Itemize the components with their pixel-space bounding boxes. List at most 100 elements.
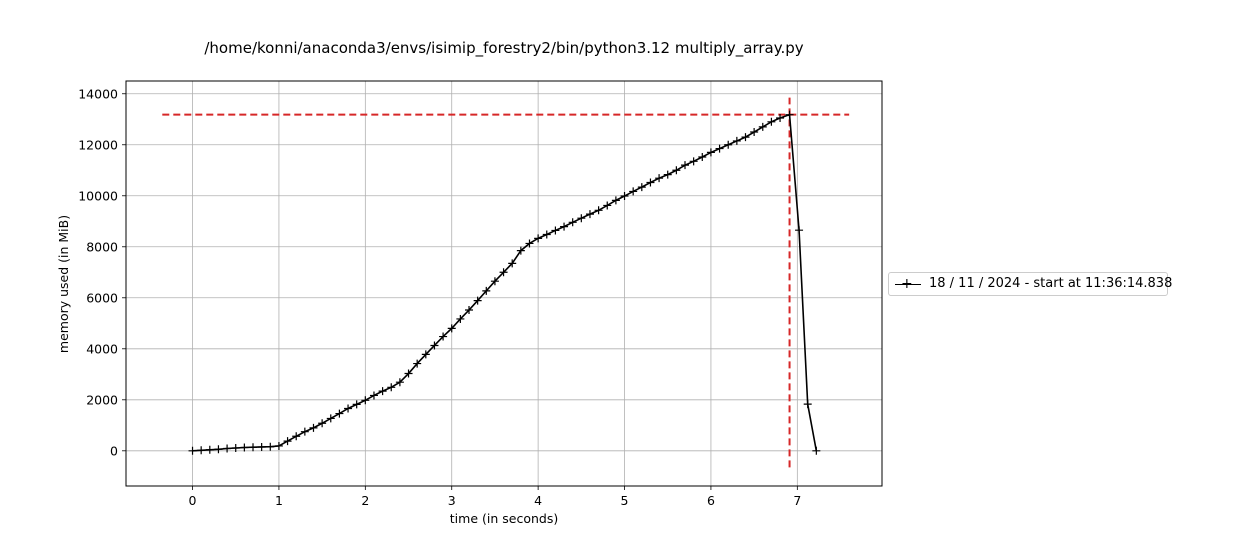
data-point-marker: [465, 306, 474, 315]
data-point-marker: [724, 140, 733, 149]
data-point-marker: [655, 174, 664, 183]
data-point-marker: [767, 117, 776, 126]
data-point-marker: [430, 341, 439, 350]
x-tick-label: 7: [793, 493, 801, 508]
x-tick-label: 0: [189, 493, 197, 508]
x-tick-label: 5: [621, 493, 629, 508]
data-point-marker: [249, 443, 258, 452]
y-tick-label: 0: [110, 443, 118, 458]
data-point-marker: [646, 178, 655, 187]
legend-line-swatch: [895, 284, 921, 285]
data-point-marker: [795, 226, 804, 235]
data-point-marker: [197, 446, 206, 455]
data-point-marker: [611, 196, 620, 205]
y-tick-label: 12000: [78, 137, 118, 152]
data-point-marker: [395, 378, 404, 387]
data-point-marker: [681, 161, 690, 170]
chart-title: /home/konni/anaconda3/envs/isimip_forest…: [204, 39, 804, 57]
data-point-marker: [413, 359, 422, 368]
data-point-marker: [508, 259, 517, 268]
data-point-marker: [689, 157, 698, 166]
data-point-marker: [698, 153, 707, 162]
y-tick-label: 2000: [86, 392, 118, 407]
data-point-marker: [378, 387, 387, 396]
x-ticks: 0 1 2 3 4 5 6 7: [189, 486, 801, 508]
legend-plus-marker: +: [901, 276, 913, 292]
data-point-marker: [361, 396, 370, 405]
y-tick-label: 4000: [86, 341, 118, 356]
x-tick-label: 4: [534, 493, 542, 508]
data-point-marker: [300, 427, 309, 436]
data-point-marker: [318, 419, 327, 428]
y-ticks: 0 2000 4000 6000 8000 10000 12000 14000: [78, 86, 126, 458]
data-point-marker: [803, 400, 812, 409]
data-point-marker: [231, 443, 240, 452]
legend: + 18 / 11 / 2024 - start at 11:36:14.838: [888, 272, 1172, 296]
legend-label: 18 / 11 / 2024 - start at 11:36:14.838: [929, 276, 1173, 291]
data-point-marker: [499, 268, 508, 277]
x-tick-label: 2: [361, 493, 369, 508]
data-point-marker: [776, 113, 785, 122]
data-point-marker: [344, 404, 353, 413]
data-point-marker: [715, 144, 724, 153]
data-point-marker: [257, 442, 266, 451]
x-tick-label: 1: [275, 493, 283, 508]
data-point-marker: [188, 446, 197, 455]
data-point-marker: [456, 314, 465, 323]
data-point-marker: [283, 437, 292, 446]
data-point-marker: [205, 445, 214, 454]
data-point-marker: [473, 296, 482, 305]
data-point-marker: [620, 192, 629, 201]
data-point-marker: [594, 206, 603, 215]
x-tick-label: 3: [448, 493, 456, 508]
data-point-marker: [637, 183, 646, 192]
data-point-marker: [326, 414, 335, 423]
data-point-marker: [603, 201, 612, 210]
data-point-marker: [352, 400, 361, 409]
data-point-marker: [292, 432, 301, 441]
data-point-marker: [490, 277, 499, 286]
data-point-marker: [542, 230, 551, 239]
data-point-marker: [309, 423, 318, 432]
data-point-marker: [629, 187, 638, 196]
data-point-marker: [387, 383, 396, 392]
y-axis-label: memory used (in MiB): [56, 215, 71, 353]
data-point-marker: [369, 391, 378, 400]
data-point-marker: [525, 239, 534, 248]
data-point-marker: [663, 170, 672, 179]
data-point-marker: [577, 214, 586, 223]
data-point-marker: [706, 148, 715, 157]
data-point-marker: [240, 443, 249, 452]
data-point-marker: [585, 210, 594, 219]
data-point-marker: [551, 226, 560, 235]
series-layer: [188, 110, 821, 455]
data-point-marker: [812, 446, 821, 455]
memory-series-line: [192, 113, 818, 452]
y-tick-label: 8000: [86, 239, 118, 254]
data-point-marker: [534, 234, 543, 243]
data-point-marker: [439, 332, 448, 341]
data-point-marker: [741, 133, 750, 142]
data-point-marker: [274, 441, 283, 450]
data-point-marker: [482, 286, 491, 295]
plot-frame: [125, 80, 883, 487]
data-point-marker: [732, 136, 741, 145]
grid: [126, 81, 882, 486]
data-point-marker: [785, 110, 794, 119]
data-point-marker: [750, 128, 759, 137]
data-point-marker: [266, 442, 275, 451]
reference-lines: [162, 97, 850, 468]
data-point-marker: [568, 218, 577, 227]
y-tick-label: 10000: [78, 188, 118, 203]
data-point-marker: [447, 324, 456, 333]
data-point-marker: [758, 122, 767, 131]
x-axis-label: time (in seconds): [450, 511, 558, 526]
x-tick-label: 6: [707, 493, 715, 508]
data-point-marker: [335, 409, 344, 418]
data-point-marker: [560, 222, 569, 231]
y-tick-label: 14000: [78, 86, 118, 101]
data-point-marker: [672, 166, 681, 175]
y-tick-label: 6000: [86, 290, 118, 305]
data-point-marker: [223, 444, 232, 453]
data-point-marker: [516, 246, 525, 255]
